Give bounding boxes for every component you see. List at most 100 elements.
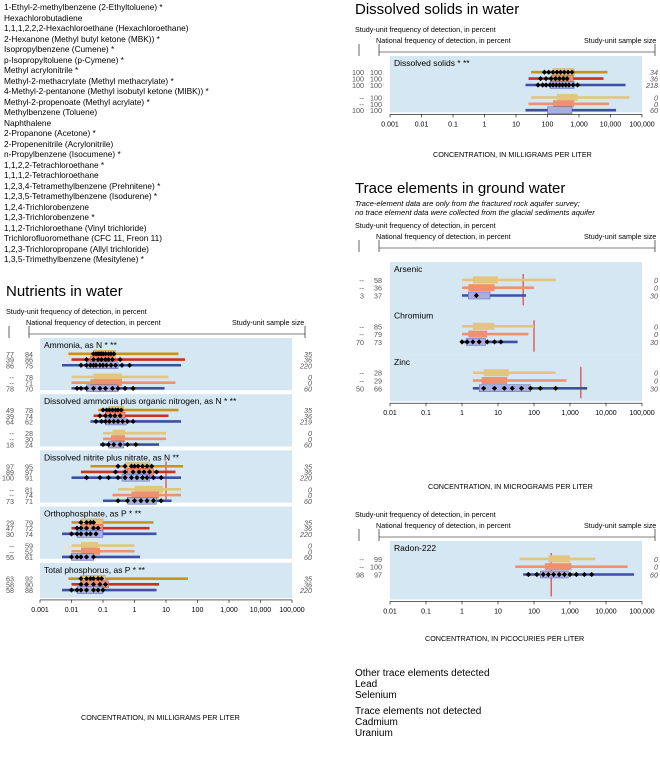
data-point xyxy=(547,82,553,88)
data-point xyxy=(93,362,99,368)
national-frequency: 90 xyxy=(25,580,33,589)
group-label: Orthophosphate, as P * ** xyxy=(44,509,142,519)
chart-panel xyxy=(390,354,642,402)
data-point xyxy=(527,385,534,391)
national-frequency: 100 xyxy=(370,68,382,77)
study-frequency: 89 xyxy=(6,468,14,477)
data-point xyxy=(122,463,128,469)
data-point xyxy=(103,362,110,368)
study-frequency: 3 xyxy=(360,292,364,301)
study-frequency: 64 xyxy=(6,417,14,426)
x-tick-label: 10,000 xyxy=(595,608,617,615)
group-label: Dissolved solids * ** xyxy=(394,58,470,68)
nutrients-sample-size-header: Study-unit sample size xyxy=(232,318,305,327)
sample-size: 36 xyxy=(304,356,312,365)
sample-size: 0 xyxy=(308,485,312,494)
x-tick-label: 1,000 xyxy=(220,607,238,614)
voc-compound-list: 1-Ethyl-2-methylbenzene (2-Ethyltoluene)… xyxy=(4,2,209,265)
x-tick-label: 10,000 xyxy=(595,410,617,417)
sample-size: 0 xyxy=(308,373,312,382)
national-frequency: 74 xyxy=(25,530,33,539)
data-point xyxy=(97,581,103,587)
x-tick-label: 1 xyxy=(483,121,487,128)
dissolved-x-axis-label: CONCENTRATION, IN MILLIGRAMS PER LITER xyxy=(433,150,592,159)
national-frequency: 71 xyxy=(25,497,33,506)
data-point xyxy=(136,469,142,475)
national-frequency: 59 xyxy=(25,542,33,551)
national-frequency: 81 xyxy=(25,485,33,494)
data-point xyxy=(100,587,106,593)
trace-note-line1: Trace-element data are only from the fra… xyxy=(355,199,580,208)
data-point xyxy=(78,519,84,526)
sample-size: 0 xyxy=(308,491,312,500)
study-frequency: -- xyxy=(359,563,364,572)
not-detected-item: Uranium xyxy=(355,728,393,739)
study-frequency: 39 xyxy=(6,356,14,365)
data-point xyxy=(561,571,568,578)
x-tick-label: 10,000 xyxy=(250,607,272,614)
national-frequency: 61 xyxy=(25,553,33,562)
study-frequency: 47 xyxy=(6,524,14,533)
data-point xyxy=(74,531,80,537)
data-point xyxy=(83,519,90,526)
sample-size: 35 xyxy=(304,518,313,527)
data-point xyxy=(119,362,125,368)
sample-size: 0 xyxy=(654,93,658,102)
percentile-box xyxy=(112,429,126,437)
voc-compound-item: p-Isopropyltoluene (p-Cymene) * xyxy=(4,54,124,65)
data-point xyxy=(97,413,103,419)
data-point xyxy=(97,362,103,368)
national-frequency: 28 xyxy=(25,429,33,438)
sample-size: 35 xyxy=(304,350,313,359)
data-point xyxy=(153,469,160,475)
data-point xyxy=(83,587,90,593)
sample-size: 0 xyxy=(654,555,658,564)
national-frequency: 100 xyxy=(370,75,382,84)
study-frequency: 30 xyxy=(6,530,14,539)
voc-compound-item: Methyl-2-methacrylate (Methyl methacryla… xyxy=(4,75,174,86)
data-point xyxy=(68,531,75,537)
data-point xyxy=(115,463,121,469)
national-frequency: 100 xyxy=(370,106,382,115)
x-tick-label: 10 xyxy=(512,121,520,128)
data-point xyxy=(131,463,138,469)
x-tick-label: 100,000 xyxy=(629,121,654,128)
study-frequency: 55 xyxy=(6,553,14,562)
data-point xyxy=(550,82,556,88)
x-tick-label: 10 xyxy=(494,410,502,417)
dissolved-title: Dissolved solids in water xyxy=(355,1,520,18)
sample-size: 35 xyxy=(304,462,313,471)
data-point xyxy=(131,498,138,504)
national-frequency: 78 xyxy=(25,406,33,415)
dissolved-study-freq-header: Study-unit frequency of detection, in pe… xyxy=(355,25,496,34)
voc-compound-item: Methylbenzene (Toluene) xyxy=(4,107,98,117)
data-point xyxy=(130,469,136,475)
sample-size: 36 xyxy=(304,468,312,477)
national-frequency: 100 xyxy=(370,100,382,109)
voc-compound-item: 2-Propanone (Acetone) * xyxy=(4,128,96,138)
study-frequency: 18 xyxy=(6,441,14,450)
voc-compound-item: 1,1,2-Trichloroethane (Vinyl trichloride… xyxy=(4,222,147,233)
national-frequency: 52 xyxy=(25,547,33,556)
voc-compound-item: Methyl acrylonitrile * xyxy=(4,65,79,75)
data-point xyxy=(93,531,99,537)
sample-size: 220 xyxy=(299,530,312,539)
data-point xyxy=(100,362,106,368)
sample-size: 0 xyxy=(654,322,658,331)
voc-compound-item: 1,2,3,4-Tetramethylbenzene (Prehnitene) … xyxy=(4,180,161,191)
national-frequency: 85 xyxy=(374,322,382,331)
sample-size: 220 xyxy=(299,586,312,595)
x-tick-label: 1,000 xyxy=(561,608,579,615)
voc-compound-item: 1,3,5-Trimethylbenzene (Mesitylene) * xyxy=(4,254,144,264)
national-frequency: 78 xyxy=(25,373,33,382)
national-frequency: 92 xyxy=(25,575,33,584)
group-label: Dissolved nitrite plus nitrate, as N ** xyxy=(44,452,180,462)
sample-size: 0 xyxy=(308,547,312,556)
data-point xyxy=(95,587,101,593)
study-frequency: -- xyxy=(359,284,364,293)
nutrients-title: Nutrients in water xyxy=(6,283,123,300)
national-frequency: 97 xyxy=(374,571,382,580)
study-frequency: 86 xyxy=(6,361,14,370)
radon-sample-size-header: Study-unit sample size xyxy=(584,521,657,530)
